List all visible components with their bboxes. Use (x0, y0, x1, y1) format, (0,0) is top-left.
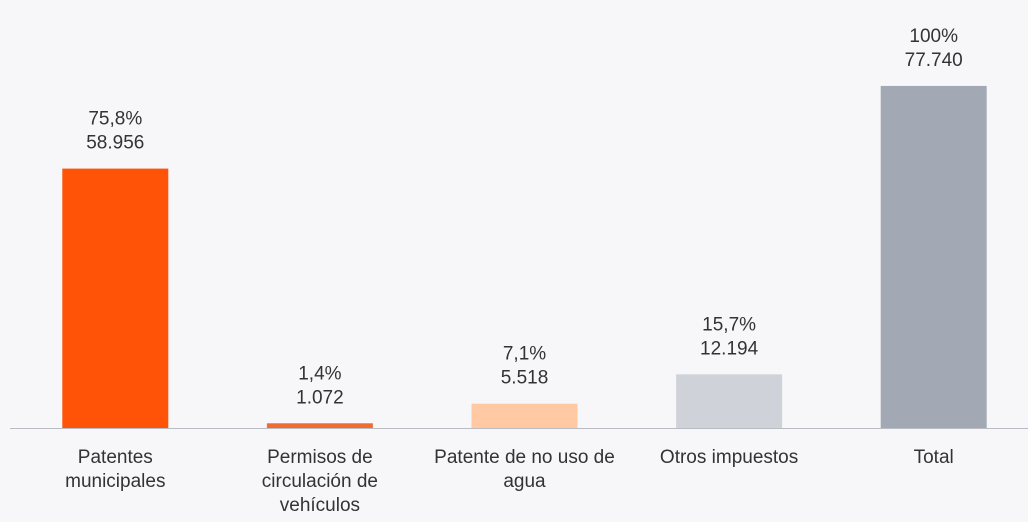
percent-label: 1,4% (298, 363, 341, 384)
percent-label: 15,7% (702, 314, 756, 335)
bar (676, 374, 783, 428)
value-label: 77.740 (905, 50, 963, 71)
bar (471, 403, 578, 428)
x-tick-label: Patente de no uso de agua (434, 447, 615, 492)
x-tick-label: Total (913, 447, 954, 468)
x-tick-label: Patentes municipales (65, 447, 166, 492)
value-label: 5.518 (501, 368, 549, 389)
x-tick-label: Permisos de circulación de vehículos (261, 447, 378, 516)
bar (62, 168, 169, 428)
percent-label: 75,8% (88, 109, 142, 130)
value-label: 1.072 (296, 387, 344, 408)
percent-label: 100% (909, 26, 958, 47)
percent-label: 7,1% (503, 344, 546, 365)
x-tick-label: Otros impuestos (659, 447, 799, 468)
bar (266, 423, 373, 428)
value-label: 58.956 (86, 133, 144, 154)
value-label: 12.194 (700, 338, 759, 359)
bar (880, 85, 987, 428)
